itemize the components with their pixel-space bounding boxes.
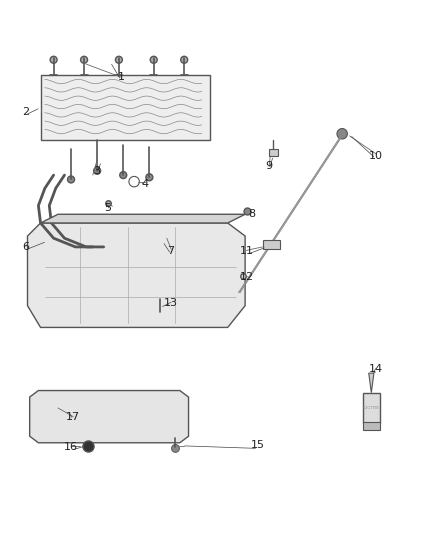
Text: 7: 7 — [168, 246, 175, 256]
Polygon shape — [269, 149, 278, 156]
Circle shape — [337, 128, 347, 139]
Text: 6: 6 — [22, 242, 29, 252]
Text: 12: 12 — [240, 272, 254, 282]
Circle shape — [37, 311, 53, 327]
Circle shape — [67, 176, 74, 183]
Bar — [363, 422, 380, 430]
Text: 9: 9 — [265, 161, 272, 172]
Polygon shape — [363, 393, 380, 423]
Text: 5: 5 — [105, 203, 112, 213]
Circle shape — [120, 172, 127, 179]
Circle shape — [52, 239, 68, 255]
Text: 10: 10 — [369, 150, 383, 160]
Circle shape — [48, 235, 72, 259]
Circle shape — [172, 445, 180, 453]
Text: 16: 16 — [64, 442, 78, 452]
Text: 1: 1 — [117, 72, 124, 82]
Text: 13: 13 — [164, 298, 178, 309]
Text: 2: 2 — [22, 107, 29, 117]
Polygon shape — [28, 223, 245, 327]
Circle shape — [37, 228, 53, 244]
Text: 11: 11 — [240, 246, 254, 256]
Text: 14: 14 — [369, 364, 383, 374]
Text: 4: 4 — [141, 179, 148, 189]
Text: 8: 8 — [248, 209, 255, 219]
Polygon shape — [41, 214, 245, 223]
Text: LOCTITE: LOCTITE — [363, 406, 380, 410]
Circle shape — [181, 56, 187, 63]
Circle shape — [116, 56, 122, 63]
Text: 15: 15 — [251, 440, 265, 450]
Circle shape — [211, 228, 227, 244]
Text: 3: 3 — [94, 166, 101, 176]
Text: 17: 17 — [66, 411, 80, 422]
Polygon shape — [41, 75, 210, 140]
Circle shape — [81, 56, 88, 63]
Polygon shape — [30, 391, 188, 443]
Circle shape — [50, 56, 57, 63]
Circle shape — [156, 308, 164, 316]
Circle shape — [146, 174, 153, 181]
Circle shape — [150, 56, 157, 63]
Polygon shape — [369, 373, 374, 393]
Polygon shape — [262, 240, 280, 249]
Circle shape — [211, 311, 227, 327]
Circle shape — [94, 167, 101, 174]
